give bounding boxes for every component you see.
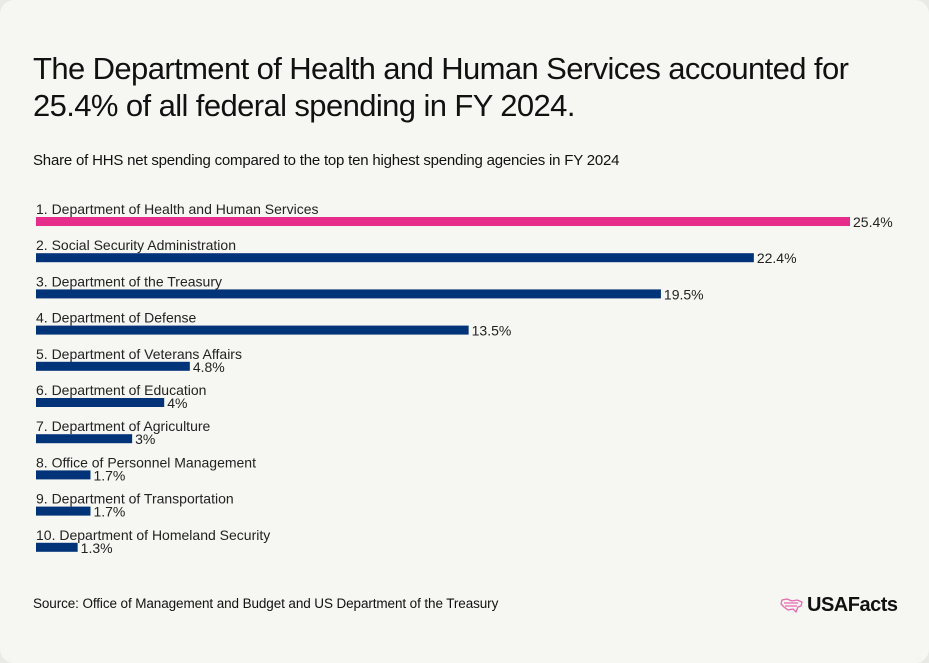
value-label: 4% xyxy=(167,395,187,411)
bar-row: 4. Department of Defense 13.5% xyxy=(36,310,511,339)
value-label: 19.5% xyxy=(664,286,704,302)
bar xyxy=(36,289,661,299)
category-label: 9. Department of Transportation xyxy=(36,491,234,507)
bar xyxy=(36,398,165,407)
bar xyxy=(36,361,190,371)
source-note: Source: Office of Management and Budget … xyxy=(33,596,499,611)
category-label: 2. Social Security Administration xyxy=(36,237,236,253)
value-label: 25.4% xyxy=(853,214,893,230)
chart-headline: The Department of Health and Human Servi… xyxy=(33,51,849,123)
bar-row: 2. Social Security Administration 22.4% xyxy=(36,237,797,266)
bar-row: 1. Department of Health and Human Servic… xyxy=(36,201,893,230)
bar xyxy=(36,434,133,444)
category-label: 8. Office of Personnel Management xyxy=(36,454,256,470)
bar-row: 3. Department of the Treasury 19.5% xyxy=(36,273,704,302)
category-label: 7. Department of Agriculture xyxy=(36,418,211,434)
category-label: 3. Department of the Treasury xyxy=(36,273,222,289)
category-label: 5. Department of Veterans Affairs xyxy=(36,346,242,362)
bar xyxy=(36,325,469,335)
category-label: 6. Department of Education xyxy=(36,382,206,398)
category-label: 1. Department of Health and Human Servic… xyxy=(36,201,318,217)
value-label: 1.7% xyxy=(93,504,125,520)
bar xyxy=(36,506,91,516)
bar-chart: 1. Department of Health and Human Servic… xyxy=(36,201,893,556)
usafacts-logo: USAFacts xyxy=(780,594,898,617)
logo-text: USAFacts xyxy=(807,594,898,616)
us-map-flag-icon xyxy=(780,597,803,613)
value-label: 1.7% xyxy=(93,467,125,483)
chart-subtitle: Share of HHS net spending compared to th… xyxy=(33,152,620,169)
value-label: 1.3% xyxy=(81,540,113,556)
value-label: 22.4% xyxy=(757,250,797,266)
value-label: 3% xyxy=(135,431,155,447)
value-label: 4.8% xyxy=(193,359,225,375)
category-label: 10. Department of Homeland Security xyxy=(36,527,270,543)
bar xyxy=(36,217,850,226)
value-label: 13.5% xyxy=(472,323,512,339)
bar xyxy=(36,253,754,263)
category-label: 4. Department of Defense xyxy=(36,310,197,326)
bar xyxy=(36,542,78,552)
bar xyxy=(36,470,91,480)
